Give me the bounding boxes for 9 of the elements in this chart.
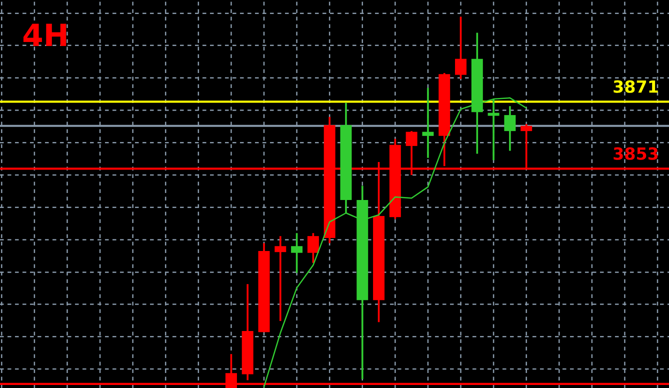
text: 4H: [23, 24, 66, 46]
candlestick: [291, 232, 303, 274]
ref-line-label: 3871: [614, 80, 658, 93]
candlestick: [422, 86, 434, 159]
candlestick: [504, 105, 516, 152]
candlestick: [274, 235, 286, 322]
ref-line-label: 3853: [614, 147, 658, 160]
candlestick: [307, 232, 319, 264]
candlestick: [455, 16, 466, 80]
